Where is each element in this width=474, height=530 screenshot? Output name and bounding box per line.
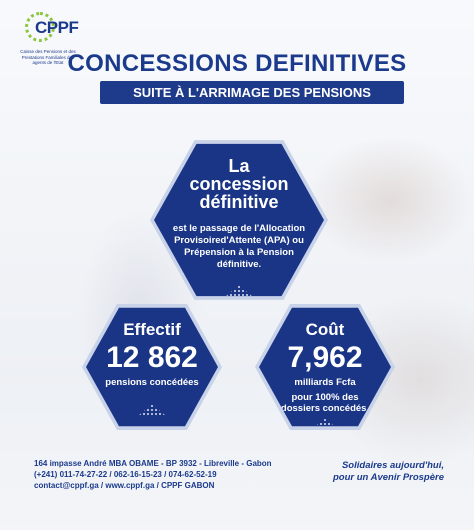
- logo-subtitle: Caisse des Pensions et des Prestations F…: [20, 49, 76, 65]
- slogan-line2: pour un Avenir Prospère: [332, 472, 444, 483]
- effectif-label: Effectif: [123, 320, 181, 339]
- dots-triangle-icon: [311, 418, 339, 427]
- definition-text: est le passage de l'Allocation Provisoir…: [172, 223, 306, 270]
- cout-unit: milliards Fcfa: [294, 377, 356, 388]
- effectif-caption: pensions concédées: [105, 377, 199, 388]
- contact-block: 164 impasse André MBA OBAME - BP 3932 - …: [34, 458, 272, 491]
- effectif-value: 12 862: [106, 341, 198, 374]
- logo-ring-icon: [25, 12, 55, 42]
- slogan-line1: Solidaires aujourd'hui,: [341, 460, 444, 471]
- page-subtitle: SUITE À L'ARRIMAGE DES PENSIONS: [100, 81, 404, 104]
- cout-value: 7,962: [287, 341, 363, 374]
- logo-mark: CPPF: [21, 10, 79, 46]
- contacts-text: contact@cppf.ga / www.cppf.ga / CPPF GAB…: [34, 481, 215, 490]
- dots-triangle-icon: [138, 404, 166, 416]
- cppf-logo: CPPF Caisse des Pensions et des Prestati…: [18, 10, 79, 88]
- cout-label: Coût: [305, 320, 345, 339]
- definition-heading-line1: La: [228, 156, 250, 176]
- definition-heading: La concession définitive: [154, 157, 324, 211]
- slogan: Solidaires aujourd'hui, pour un Avenir P…: [333, 460, 444, 484]
- definition-heading-line3: définitive: [199, 192, 279, 212]
- phones-text: (+241) 011-74-27-22 / 062-16-15-23 / 074…: [34, 470, 217, 479]
- address-text: 164 impasse André MBA OBAME - BP 3932 - …: [34, 459, 272, 468]
- cout-hexagon: Coût 7,962 milliards Fcfa pour 100% des …: [255, 304, 395, 430]
- page-title: CONCESSIONS DEFINITIVES: [67, 50, 407, 77]
- dots-triangle-icon: [225, 285, 253, 297]
- cout-caption: pour 100% des dossiers concédés.: [280, 392, 370, 414]
- definition-heading-line2: concession: [189, 174, 289, 194]
- logo-text: CPPF: [35, 18, 79, 37]
- footer: 164 impasse André MBA OBAME - BP 3932 - …: [0, 450, 474, 530]
